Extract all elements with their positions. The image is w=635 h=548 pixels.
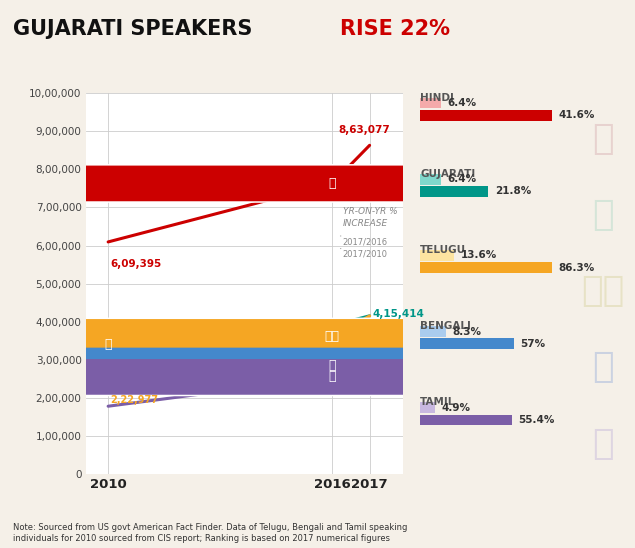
Text: తె: తె bbox=[324, 330, 340, 344]
Circle shape bbox=[0, 347, 635, 384]
Bar bbox=[420, 174, 441, 185]
Circle shape bbox=[0, 327, 635, 362]
Bar bbox=[420, 326, 446, 337]
Bar bbox=[420, 250, 454, 261]
Text: म: म bbox=[592, 122, 614, 156]
Text: RISE 22%: RISE 22% bbox=[340, 19, 450, 39]
Bar bbox=[420, 262, 552, 273]
Circle shape bbox=[0, 166, 635, 201]
Text: ஒ: ஒ bbox=[592, 426, 614, 460]
Text: 6.4%: 6.4% bbox=[448, 174, 477, 184]
Circle shape bbox=[0, 326, 635, 363]
Circle shape bbox=[0, 320, 635, 354]
Bar bbox=[420, 186, 488, 197]
Text: TELUGU: TELUGU bbox=[420, 245, 466, 255]
Text: ক: ক bbox=[592, 350, 614, 384]
Bar bbox=[420, 415, 512, 425]
Text: HINDI: HINDI bbox=[420, 93, 454, 102]
Circle shape bbox=[0, 165, 635, 202]
Bar bbox=[420, 402, 435, 413]
Text: 2017/2016: 2017/2016 bbox=[343, 238, 388, 247]
Text: 13.6%: 13.6% bbox=[460, 250, 497, 260]
Text: TAMIL: TAMIL bbox=[420, 397, 455, 407]
Bar bbox=[420, 110, 552, 121]
Text: 21.8%: 21.8% bbox=[495, 186, 531, 196]
Text: GUJARATI SPEAKERS: GUJARATI SPEAKERS bbox=[13, 19, 259, 39]
Circle shape bbox=[0, 358, 635, 396]
Text: 2,22,977: 2,22,977 bbox=[110, 395, 158, 405]
Text: BENGALI: BENGALI bbox=[420, 321, 471, 331]
Text: GUJARATI: GUJARATI bbox=[420, 169, 476, 179]
Text: અ: અ bbox=[592, 198, 614, 232]
Text: 55.4%: 55.4% bbox=[518, 415, 554, 425]
Circle shape bbox=[0, 349, 635, 383]
Text: 4,15,414: 4,15,414 bbox=[373, 309, 424, 319]
Text: અ: અ bbox=[104, 338, 112, 351]
Text: 86.3%: 86.3% bbox=[558, 262, 595, 272]
Text: ক: ক bbox=[328, 359, 336, 372]
Text: Note: Sourced from US govt American Fact Finder. Data of Telugu, Bengali and Tam: Note: Sourced from US govt American Fact… bbox=[13, 523, 407, 543]
Text: 6.4%: 6.4% bbox=[448, 98, 477, 108]
Text: ஒ: ஒ bbox=[328, 370, 336, 384]
Text: 8,63,077: 8,63,077 bbox=[338, 124, 390, 135]
Text: 41.6%: 41.6% bbox=[558, 110, 595, 120]
Text: 4.9%: 4.9% bbox=[441, 403, 471, 413]
Circle shape bbox=[0, 318, 635, 356]
Text: म: म bbox=[328, 177, 336, 190]
Text: 57%: 57% bbox=[520, 339, 545, 349]
Bar bbox=[420, 98, 441, 109]
Text: 2017/2010: 2017/2010 bbox=[343, 249, 388, 258]
Circle shape bbox=[0, 360, 635, 394]
Bar bbox=[420, 339, 514, 349]
Text: 6,09,395: 6,09,395 bbox=[110, 259, 161, 269]
Text: 8.3%: 8.3% bbox=[452, 327, 481, 336]
Text: YR-ON-YR %
INCREASE: YR-ON-YR % INCREASE bbox=[343, 208, 398, 227]
Text: తె: తె bbox=[582, 274, 625, 308]
